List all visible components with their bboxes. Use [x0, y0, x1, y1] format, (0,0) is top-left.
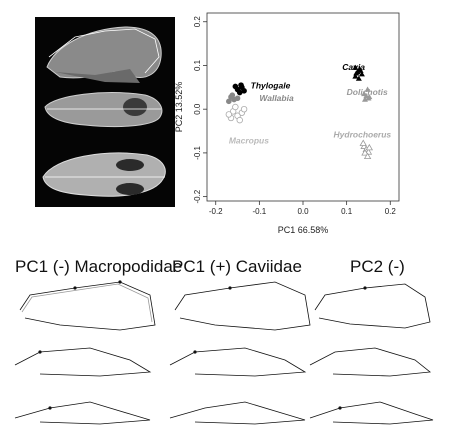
x-tick-label: 0.1: [341, 207, 353, 216]
data-point-thylogale: [241, 88, 247, 94]
y-axis-label: PC2 13.52%: [174, 82, 184, 133]
skull-dorsal-orbit-lower: [116, 183, 144, 195]
y-tick-label: 0.0: [193, 103, 202, 115]
data-point-dolichotis: [364, 86, 371, 92]
wireframe-ventral: [169, 347, 307, 377]
landmark-dot: [38, 350, 42, 354]
panel-title-macropodidae: PC1 (-) Macropodidae: [15, 257, 183, 276]
data-point-macropus: [236, 116, 243, 124]
data-point-thylogale: [232, 83, 239, 90]
species-label-macropus: Macropus: [229, 135, 269, 145]
data-point-macropus: [225, 111, 233, 118]
x-tick-label: -0.1: [252, 207, 266, 216]
data-point-hydrochoerus: [363, 152, 372, 160]
panel-title-caviidae: PC1 (+) Caviidae: [172, 257, 302, 276]
data-point-hydrochoerus: [359, 139, 367, 146]
y-tick-label: -0.2: [193, 189, 202, 203]
species-label-dolichotis: Dolichotis: [347, 87, 388, 97]
x-tick-label: -0.2: [209, 207, 223, 216]
species-labels: Cavia Dolichotis Hydrochoerus Thylogale Wall…: [229, 62, 392, 145]
species-label-hydrochoerus: Hydrochoerus: [334, 130, 392, 140]
landmark-dot: [118, 280, 122, 284]
data-point-cavia: [358, 71, 365, 77]
x-tick-label: 0.0: [297, 207, 309, 216]
data-point-cavia: [357, 67, 364, 73]
wireframe-ventral: [309, 347, 432, 377]
landmark-dot: [228, 286, 232, 290]
wireframe-dorsal: [169, 401, 306, 425]
skull-lateral-landmarks: [48, 28, 160, 74]
landmark-dot: [73, 286, 77, 290]
data-point-thylogale: [238, 82, 244, 88]
y-tick-label: 0.1: [193, 59, 202, 71]
landmark-dot: [338, 406, 342, 410]
data-point-thylogale: [236, 89, 243, 96]
data-point-cavia: [355, 75, 362, 81]
species-label-cavia: Cavia: [342, 62, 365, 72]
landmark-dot: [48, 406, 52, 410]
landmark-dot: [363, 286, 367, 290]
wireframe-lateral: [174, 281, 311, 331]
data-point-wallabia: [226, 98, 232, 105]
wireframe-panel-caviidae: [169, 281, 311, 425]
wireframe-dorsal: [14, 401, 151, 425]
plot-marks: [225, 64, 374, 160]
data-point-hydrochoerus: [361, 149, 369, 156]
wireframe-panel-macropodidae: [14, 280, 156, 425]
data-point-hydrochoerus: [365, 143, 374, 151]
pca-scatter-plot: -0.2 -0.1 0.0 0.1 0.2 -0.2 -0.1 0.0 0.1 0.2 Cavi…: [174, 12, 400, 235]
wireframe-dorsal: [309, 401, 434, 425]
wireframe-lateral: [314, 283, 431, 329]
species-label-wallabia: Wallabia: [259, 93, 294, 103]
skull-lateral-jaw: [55, 69, 140, 83]
skull-ventral-orbit: [123, 98, 147, 116]
wireframe-lateral-secondary: [21, 283, 153, 323]
data-point-cavia: [352, 73, 359, 79]
panel-title-pc2: PC2 (-): [350, 257, 405, 276]
data-point-wallabia: [234, 95, 241, 102]
y-axis-ticks: -0.2 -0.1 0.0 0.1 0.2: [193, 16, 207, 204]
x-axis-label: PC1 66.58%: [278, 225, 329, 235]
data-point-cavia: [353, 70, 360, 76]
data-point-dolichotis: [361, 96, 368, 102]
wireframe-ventral: [14, 347, 152, 377]
y-tick-label: -0.1: [193, 145, 202, 159]
y-tick-label: 0.2: [193, 16, 202, 28]
wireframe-panel-pc2: [309, 283, 434, 425]
x-tick-label: 0.2: [385, 207, 397, 216]
wireframe-lateral: [19, 281, 156, 331]
skull-dorsal-orbit-upper: [116, 159, 144, 171]
species-label-thylogale: Thylogale: [251, 81, 291, 91]
data-point-macropus: [232, 103, 239, 111]
data-point-wallabia: [229, 92, 236, 98]
x-axis-ticks: -0.2 -0.1 0.0 0.1 0.2: [209, 201, 397, 216]
skull-photograph: [35, 17, 175, 207]
data-point-cavia: [352, 64, 359, 70]
data-point-dolichotis: [366, 93, 373, 100]
data-point-macropus: [240, 105, 248, 113]
landmark-dot: [193, 350, 197, 354]
